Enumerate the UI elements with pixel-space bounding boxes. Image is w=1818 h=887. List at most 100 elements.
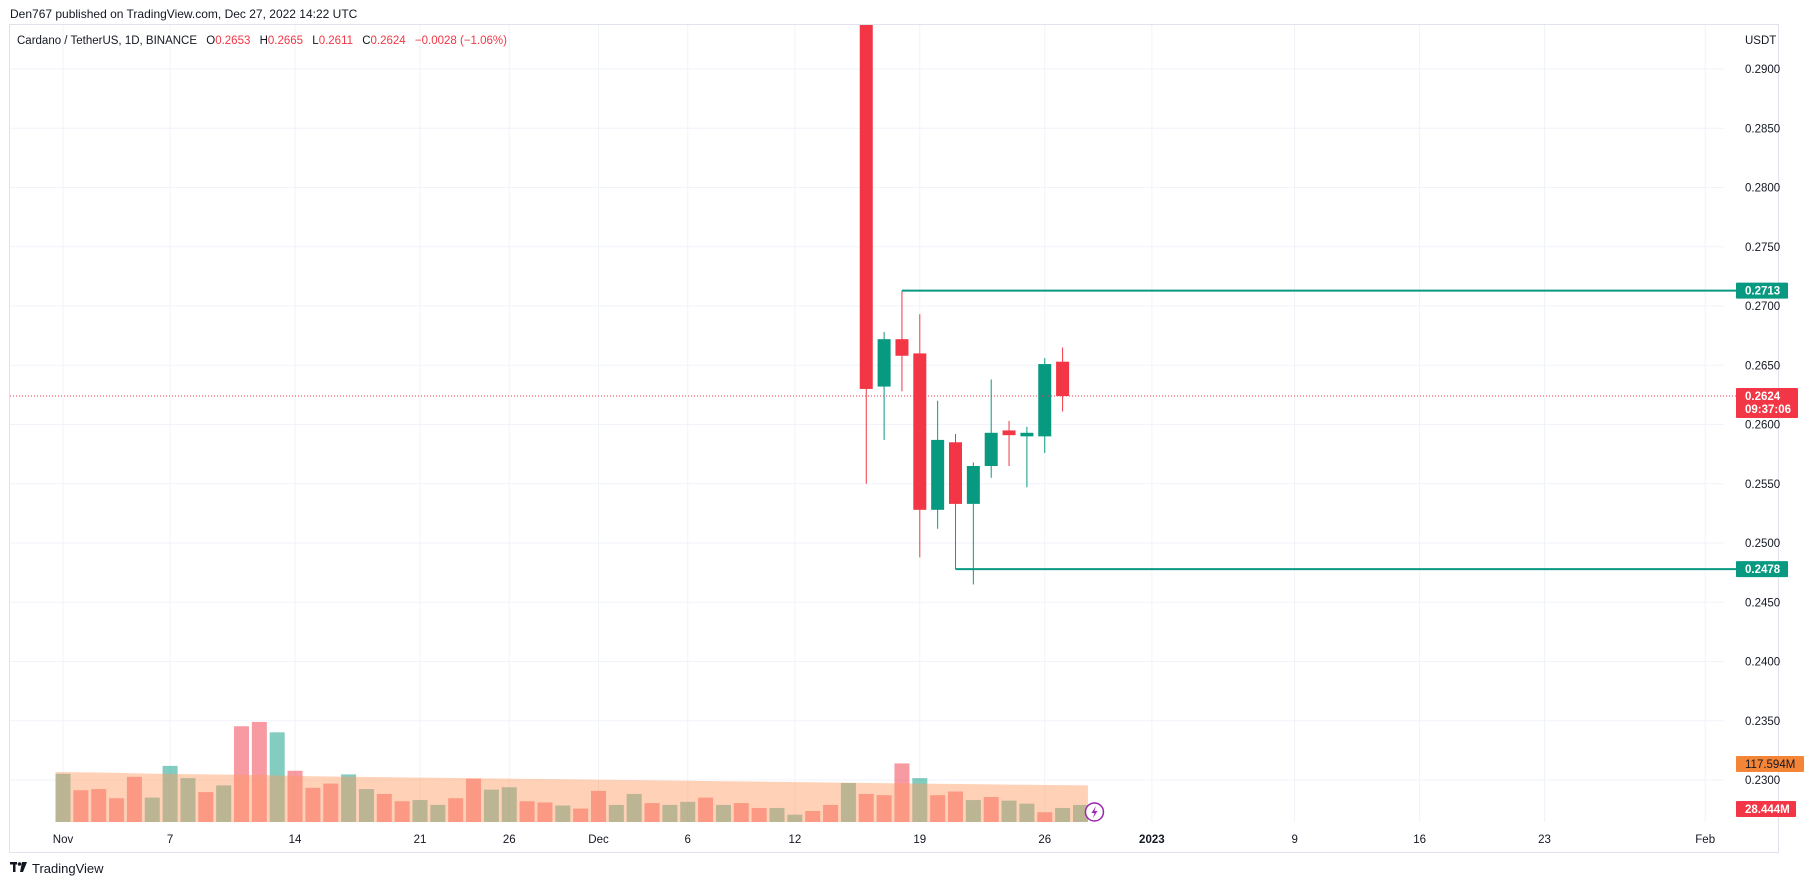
volume-bar bbox=[715, 804, 731, 822]
price-axis: USDT 0.2900 0.2850 0.2800 0.2750 0.2700 0.2650… bbox=[1736, 35, 1804, 817]
x-tick-label: 23 bbox=[1538, 834, 1551, 846]
time-axis: Nov 7 14 21 26 Dec 6 12 19 26 2023 9 16 23 Feb bbox=[53, 834, 1715, 846]
volume-bar bbox=[1055, 807, 1071, 822]
candle-body bbox=[877, 339, 891, 387]
y-tick-label: 0.2700 bbox=[1745, 301, 1780, 313]
volume-bar bbox=[1037, 812, 1053, 822]
close-key: C bbox=[362, 35, 371, 47]
level-price-label: 0.2713 bbox=[1745, 286, 1780, 298]
x-tick-label: 9 bbox=[1291, 834, 1297, 846]
footer-branding[interactable]: TradingView bbox=[10, 860, 104, 876]
volume-bar bbox=[733, 803, 749, 822]
tradingview-logo-icon bbox=[10, 860, 28, 876]
x-tick-label: 2023 bbox=[1139, 834, 1165, 846]
last-price-tag bbox=[1736, 388, 1798, 419]
event-flash-icon bbox=[1084, 802, 1105, 822]
x-tick-label: 19 bbox=[913, 834, 926, 846]
low-key: L bbox=[312, 35, 319, 47]
volume-bar bbox=[305, 787, 321, 822]
ohlc-legend: Cardano / TetherUS, 1D, BINANCE O0.2653 … bbox=[17, 35, 507, 47]
volume-bar bbox=[430, 804, 446, 822]
lightning-icon bbox=[1091, 806, 1098, 818]
x-tick-label: Dec bbox=[588, 834, 609, 846]
currency-label: USDT bbox=[1745, 35, 1776, 47]
volume-bar bbox=[983, 796, 999, 822]
volume-bar bbox=[376, 793, 392, 822]
volume-bar bbox=[644, 803, 660, 822]
volume-bar bbox=[55, 773, 71, 822]
y-tick-label: 0.2600 bbox=[1745, 420, 1780, 432]
open-key: O bbox=[206, 35, 216, 47]
volume-bar bbox=[109, 798, 125, 822]
volume-bar bbox=[144, 797, 160, 822]
candle-body bbox=[913, 353, 927, 510]
candle-body bbox=[1056, 361, 1070, 397]
candle-body bbox=[1038, 364, 1052, 437]
horizontal-levels bbox=[10, 289, 1736, 571]
volume-bar bbox=[858, 793, 874, 822]
volume-bar bbox=[198, 792, 214, 822]
volume-bar bbox=[805, 811, 821, 822]
volume-bar bbox=[466, 778, 482, 822]
open-value: 0.2653 bbox=[215, 35, 251, 47]
level-price-tag bbox=[1736, 561, 1788, 578]
volume-bar bbox=[126, 776, 142, 822]
x-tick-label: 21 bbox=[414, 834, 427, 846]
volume-bar bbox=[894, 763, 910, 822]
volume-ma-tag bbox=[1736, 756, 1804, 772]
y-tick-label: 0.2400 bbox=[1745, 657, 1780, 669]
countdown-label: 09:37:06 bbox=[1745, 404, 1791, 416]
candle-body bbox=[895, 339, 909, 356]
volume-bar bbox=[912, 778, 928, 822]
y-tick-label: 0.2650 bbox=[1745, 360, 1780, 372]
volume-bar bbox=[234, 726, 249, 822]
x-tick-label: Nov bbox=[53, 834, 74, 846]
high-value: 0.2665 bbox=[267, 35, 304, 47]
volume-bar bbox=[1019, 803, 1035, 822]
level-price-tag bbox=[1736, 282, 1788, 299]
volume-bar bbox=[216, 785, 232, 822]
change-value: −0.0028 (−1.06%) bbox=[414, 35, 507, 47]
volume-pane bbox=[55, 721, 1088, 822]
volume-bar bbox=[341, 774, 357, 822]
volume-bar bbox=[751, 807, 767, 822]
brand-name: TradingView bbox=[32, 860, 104, 876]
volume-bar bbox=[591, 790, 606, 822]
volume-bar bbox=[555, 805, 571, 822]
volume-bar bbox=[1001, 800, 1017, 822]
volume-bar bbox=[573, 808, 589, 822]
volume-bar bbox=[876, 795, 892, 822]
y-tick-label: 0.2850 bbox=[1745, 123, 1780, 135]
volume-bar bbox=[412, 800, 428, 822]
candle-body bbox=[966, 465, 980, 504]
candle-body bbox=[859, 25, 873, 389]
x-tick-label: Feb bbox=[1695, 834, 1715, 846]
volume-bar bbox=[483, 789, 499, 822]
candle-body bbox=[1020, 432, 1034, 437]
x-tick-label: 7 bbox=[167, 834, 173, 846]
volume-bar bbox=[840, 782, 856, 822]
volume-bar bbox=[251, 721, 267, 822]
high-key: H bbox=[259, 35, 268, 47]
volume-bar bbox=[162, 765, 178, 822]
y-tick-label: 0.2350 bbox=[1745, 716, 1780, 728]
candle-body bbox=[931, 439, 945, 510]
volume-bar bbox=[608, 804, 624, 822]
volume-bar bbox=[930, 795, 946, 822]
chart-frame bbox=[9, 24, 1779, 853]
y-tick-label: 0.2550 bbox=[1745, 479, 1780, 491]
volume-bar bbox=[448, 798, 464, 822]
candle-body bbox=[984, 432, 998, 466]
y-tick-label: 0.2300 bbox=[1745, 775, 1780, 787]
y-tick-label: 0.2500 bbox=[1745, 538, 1780, 550]
volume-bar bbox=[519, 801, 535, 822]
close-value: 0.2624 bbox=[370, 35, 406, 47]
x-tick-label: 26 bbox=[503, 834, 516, 846]
x-tick-label: 6 bbox=[685, 834, 691, 846]
level-price-label: 0.2478 bbox=[1745, 564, 1781, 576]
volume-bar bbox=[394, 801, 410, 822]
volume-bar bbox=[91, 789, 107, 822]
volume-bar bbox=[323, 783, 339, 822]
publish-header: Den767 published on TradingView.com, Dec… bbox=[10, 7, 358, 21]
